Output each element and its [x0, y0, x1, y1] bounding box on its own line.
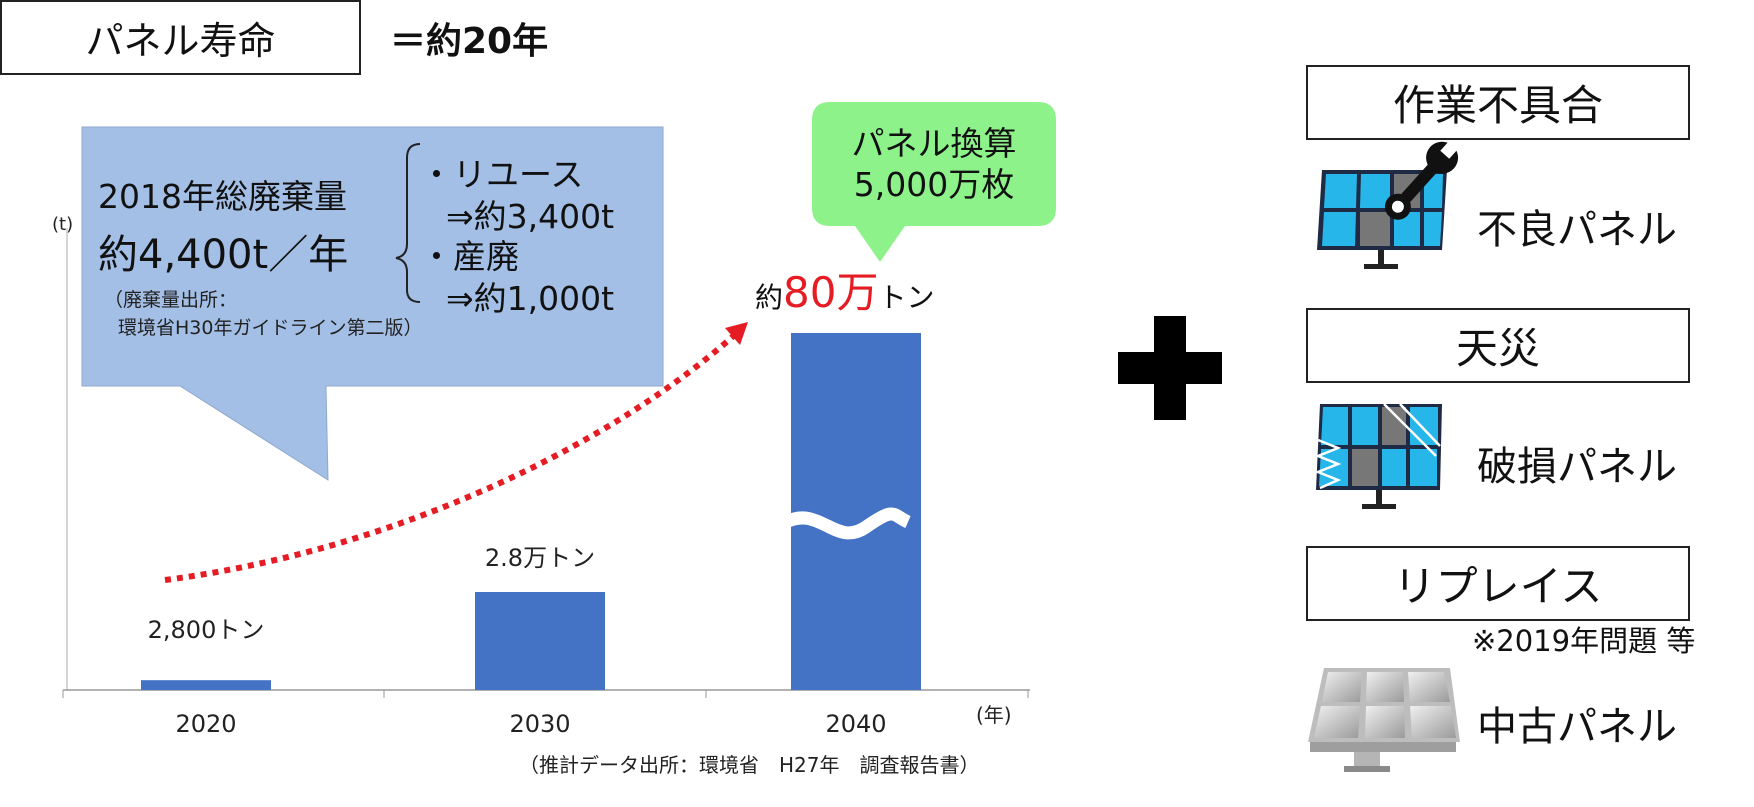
reuse-label: ・リユース: [420, 155, 583, 194]
panel-label-defective: 不良パネル: [1477, 207, 1677, 253]
reuse-value: ⇒約3,400t: [446, 197, 614, 236]
data-label-2030: 2.8万トン: [485, 544, 595, 572]
disposal-label: ・産廃: [420, 237, 519, 276]
category-box-disaster: 天災: [1306, 308, 1690, 383]
used-panel-icon: [1308, 668, 1460, 772]
data-label-2040: 約80万トン: [755, 268, 934, 317]
callout-source2: 環境省H30年ガイドライン第二版）: [118, 317, 422, 339]
panel-label-damaged: 破損パネル: [1477, 444, 1677, 490]
callout-line2: 約4,400t／年: [98, 232, 348, 278]
plus-icon: [1118, 316, 1222, 420]
broken-panel-icon: [1314, 403, 1442, 509]
tick-label-2030: 2030: [509, 710, 570, 738]
panel-count-callout: [812, 102, 1056, 262]
category-title: 天災: [1455, 324, 1540, 373]
callout-source1: （廃棄量出所：: [104, 289, 237, 311]
category-box-replace: リプレイス: [1306, 546, 1690, 621]
panel-count-line1: パネル換算: [852, 124, 1017, 163]
x-axis-label: (年): [976, 703, 1012, 727]
source-note: （推計データ出所：環境省 H27年 調査報告書）: [519, 753, 980, 777]
bar-2030: [475, 592, 605, 690]
wrench-panel-icon: [1317, 140, 1459, 269]
category-box-work-defect: 作業不具合: [1306, 65, 1690, 140]
panel-count-line2: 5,000万枚: [854, 165, 1014, 204]
growth-arrow: [164, 327, 743, 583]
growth-arrow-head: [725, 322, 748, 345]
disposal-value: ⇒約1,000t: [446, 279, 614, 318]
category-title: 作業不具合: [1392, 81, 1603, 130]
tick-label-2020: 2020: [175, 710, 236, 738]
data-label-2020: 2,800トン: [148, 616, 265, 644]
bar-2020: [141, 680, 271, 690]
y-axis-label: (t): [52, 214, 73, 235]
axis-break-wave: [783, 507, 911, 540]
tick-label-2040: 2040: [825, 710, 886, 738]
page-title-text: パネル寿命: [85, 19, 276, 63]
category-title: リプレイス: [1393, 562, 1603, 611]
panel-label-used: 中古パネル: [1477, 704, 1677, 750]
callout-line1: 2018年総廃棄量: [98, 177, 347, 216]
total-waste-callout: [81, 126, 664, 481]
year-2019-note: ※2019年問題 等: [1472, 624, 1696, 658]
callout-brace: [395, 143, 421, 303]
page-title: パネル寿命: [0, 0, 361, 75]
lifespan-text: ＝約20年: [390, 21, 549, 62]
